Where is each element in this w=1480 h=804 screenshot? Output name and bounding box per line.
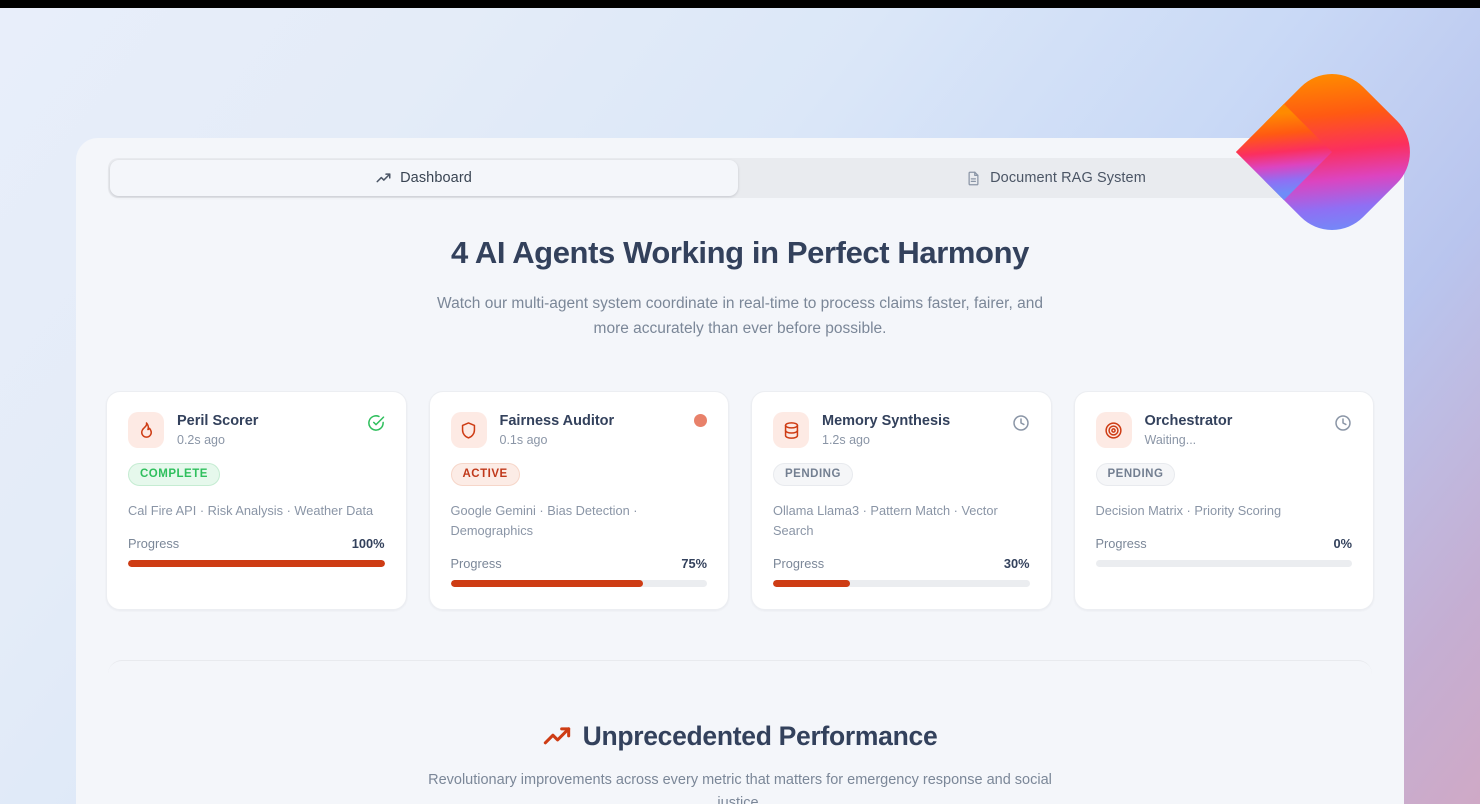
document-icon	[966, 171, 981, 186]
agent-tools: Cal Fire API · Risk Analysis · Weather D…	[128, 503, 374, 519]
trending-up-icon	[376, 171, 391, 186]
progress-bar	[450, 579, 707, 587]
performance-title: Unprecedented Performance	[582, 721, 938, 751]
progress-value: 0%	[1333, 535, 1353, 551]
agent-card[interactable]: Memory Synthesis 1.2s ago PENDING Ollama…	[751, 391, 1052, 610]
progress-row: Progress 0%	[1096, 536, 1353, 551]
agent-card-header: Peril Scorer 0.2s ago	[128, 412, 385, 448]
agent-identity: Fairness Auditor 0.1s ago	[500, 412, 682, 448]
agent-card-header: Fairness Auditor 0.1s ago	[450, 412, 707, 448]
agent-name: Orchestrator	[1144, 413, 1233, 429]
agent-timestamp: 1.2s ago	[822, 433, 870, 448]
clock-icon	[1012, 414, 1030, 432]
progress-label: Progress	[1095, 535, 1147, 551]
progress-bar	[128, 559, 385, 567]
agent-card[interactable]: Peril Scorer 0.2s ago COMPLETE Cal Fire …	[106, 391, 407, 610]
agent-name: Fairness Auditor	[499, 413, 615, 429]
progress-bar-fill	[773, 579, 850, 587]
progress-label: Progress	[128, 535, 180, 551]
agent-card-header: Memory Synthesis 1.2s ago	[773, 412, 1030, 448]
page-title: 4 AI Agents Working in Perfect Harmony	[451, 235, 1029, 270]
tab-document-rag-system[interactable]: Document RAG System	[742, 160, 1370, 196]
database-icon	[773, 412, 809, 448]
title-bar-strip	[0, 0, 1480, 8]
tab-dashboard[interactable]: Dashboard	[110, 160, 738, 196]
progress-value: 75%	[681, 555, 707, 571]
agent-card-header: Orchestrator Waiting...	[1095, 412, 1353, 448]
performance-section: Unprecedented Performance Revolutionary …	[108, 660, 1372, 804]
progress-bar-fill	[128, 559, 385, 567]
status-badge: PENDING	[773, 463, 853, 487]
agent-tools: Decision Matrix · Priority Scoring	[1095, 503, 1282, 519]
agent-identity: Memory Synthesis 1.2s ago	[822, 412, 999, 448]
flame-icon	[128, 412, 164, 448]
progress-bar	[773, 579, 1030, 587]
agent-name: Memory Synthesis	[822, 413, 951, 429]
agent-identity: Peril Scorer 0.2s ago	[177, 412, 354, 448]
progress-label: Progress	[450, 555, 502, 571]
agent-identity: Orchestrator Waiting...	[1145, 412, 1322, 448]
shield-icon	[450, 412, 487, 448]
check-circle-icon	[367, 414, 385, 432]
hero-section: 4 AI Agents Working in Perfect Harmony W…	[76, 234, 1404, 342]
status-badge: PENDING	[1095, 463, 1176, 487]
progress-row: Progress 30%	[773, 556, 1030, 571]
tab-label: Dashboard	[400, 170, 472, 186]
agent-tools: Google Gemini · Bias Detection · Demogra…	[450, 503, 638, 538]
performance-subtitle: Revolutionary improvements across every …	[428, 772, 1052, 804]
performance-title-row: Unprecedented Performance	[108, 721, 1372, 752]
agent-card-grid: Peril Scorer 0.2s ago COMPLETE Cal Fire …	[106, 391, 1374, 610]
agent-tools: Ollama Llama3 · Pattern Match · Vector S…	[773, 503, 998, 538]
progress-bar	[1095, 559, 1352, 567]
progress-bar-fill	[450, 579, 643, 587]
page-subtitle: Watch our multi-agent system coordinate …	[437, 295, 1043, 338]
agent-timestamp: 0.1s ago	[499, 433, 548, 448]
agent-name: Peril Scorer	[177, 413, 259, 429]
agent-timestamp: Waiting...	[1144, 433, 1197, 448]
tab-bar: Dashboard Document RAG System	[108, 158, 1372, 198]
status-badge: ACTIVE	[450, 463, 520, 487]
progress-value: 30%	[1003, 555, 1030, 571]
pulse-dot-icon	[694, 414, 707, 427]
tab-label: Document RAG System	[990, 170, 1146, 186]
clock-icon	[1334, 414, 1352, 432]
agent-card[interactable]: Orchestrator Waiting... PENDING Decision…	[1073, 391, 1374, 610]
target-icon	[1095, 412, 1132, 448]
app-panel: Dashboard Document RAG System 4 AI Agent…	[76, 138, 1404, 804]
trending-up-icon	[543, 723, 571, 751]
status-badge: COMPLETE	[128, 463, 220, 487]
agent-card[interactable]: Fairness Auditor 0.1s ago ACTIVE Google …	[428, 391, 729, 610]
progress-row: Progress 100%	[128, 536, 385, 551]
progress-value: 100%	[351, 535, 385, 551]
progress-row: Progress 75%	[451, 556, 708, 571]
agent-timestamp: 0.2s ago	[177, 433, 225, 448]
progress-label: Progress	[773, 555, 825, 571]
